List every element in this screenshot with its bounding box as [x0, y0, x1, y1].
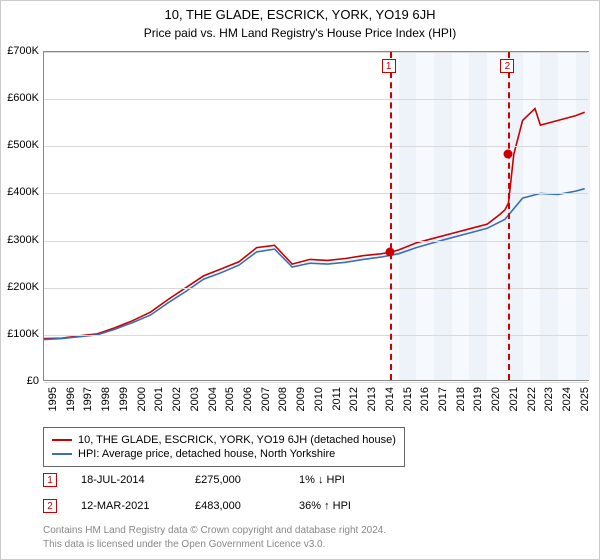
x-tick-label: 2019 [472, 387, 484, 417]
x-tick-label: 2020 [490, 387, 502, 417]
x-tick-label: 2017 [437, 387, 449, 417]
y-tick-label: £0 [1, 375, 39, 387]
x-tick-label: 2018 [455, 387, 467, 417]
legend-label-property: 10, THE GLADE, ESCRICK, YORK, YO19 6JH (… [78, 434, 396, 446]
gridline [44, 52, 588, 53]
sale-date: 12-MAR-2021 [81, 500, 171, 512]
y-tick-label: £600K [1, 92, 39, 104]
x-tick-label: 2015 [402, 387, 414, 417]
sale-vline [508, 52, 510, 380]
sale-delta: 1% ↓ HPI [299, 474, 345, 486]
sale-row-marker: 1 [43, 473, 57, 487]
gridline [44, 193, 588, 194]
sale-date: 18-JUL-2014 [81, 474, 171, 486]
sale-marker-box: 1 [382, 59, 396, 73]
x-tick-label: 2003 [189, 387, 201, 417]
y-tick-label: £400K [1, 186, 39, 198]
chart-subtitle: Price paid vs. HM Land Registry's House … [1, 22, 599, 46]
chart-title: 10, THE GLADE, ESCRICK, YORK, YO19 6JH [1, 1, 599, 22]
x-tick-label: 2006 [242, 387, 254, 417]
legend-row-hpi: HPI: Average price, detached house, Nort… [52, 448, 396, 460]
legend-row-property: 10, THE GLADE, ESCRICK, YORK, YO19 6JH (… [52, 434, 396, 446]
x-tick-label: 2024 [561, 387, 573, 417]
x-tick-label: 2007 [260, 387, 272, 417]
sale-row: 1 18-JUL-2014 £275,000 1% ↓ HPI [43, 473, 345, 487]
x-tick-label: 2008 [277, 387, 289, 417]
x-tick-label: 2025 [579, 387, 591, 417]
sale-price: £275,000 [195, 474, 275, 486]
credit-line-2: This data is licensed under the Open Gov… [43, 539, 325, 550]
gridline [44, 241, 588, 242]
sale-price: £483,000 [195, 500, 275, 512]
x-tick-label: 2023 [543, 387, 555, 417]
gridline [44, 382, 588, 383]
x-tick-label: 2012 [348, 387, 360, 417]
sale-delta: 36% ↑ HPI [299, 500, 351, 512]
y-tick-label: £500K [1, 139, 39, 151]
legend-swatch-property [52, 439, 72, 441]
credit-line-1: Contains HM Land Registry data © Crown c… [43, 525, 386, 536]
sale-dot [504, 150, 513, 159]
x-tick-label: 1997 [82, 387, 94, 417]
x-tick-label: 2001 [153, 387, 165, 417]
gridline [44, 288, 588, 289]
x-tick-label: 2005 [224, 387, 236, 417]
x-tick-label: 2004 [207, 387, 219, 417]
legend-label-hpi: HPI: Average price, detached house, Nort… [78, 448, 335, 460]
x-tick-label: 2000 [136, 387, 148, 417]
x-tick-label: 2021 [508, 387, 520, 417]
sale-marker-box: 2 [500, 59, 514, 73]
y-tick-label: £100K [1, 328, 39, 340]
legend: 10, THE GLADE, ESCRICK, YORK, YO19 6JH (… [43, 427, 405, 467]
sale-row: 2 12-MAR-2021 £483,000 36% ↑ HPI [43, 499, 351, 513]
sale-dot [385, 248, 394, 257]
x-tick-label: 2014 [384, 387, 396, 417]
gridline [44, 99, 588, 100]
sale-vline [390, 52, 392, 380]
x-tick-label: 2022 [526, 387, 538, 417]
y-tick-label: £200K [1, 281, 39, 293]
x-tick-label: 1995 [47, 387, 59, 417]
x-tick-label: 1996 [65, 387, 77, 417]
gridline [44, 146, 588, 147]
x-tick-label: 2009 [295, 387, 307, 417]
series-line-property [44, 109, 585, 339]
x-tick-label: 2002 [171, 387, 183, 417]
x-tick-label: 2013 [366, 387, 378, 417]
y-tick-label: £700K [1, 45, 39, 57]
sale-row-marker: 2 [43, 499, 57, 513]
x-tick-label: 2010 [313, 387, 325, 417]
y-tick-label: £300K [1, 234, 39, 246]
gridline [44, 335, 588, 336]
x-tick-label: 2016 [419, 387, 431, 417]
x-tick-label: 1998 [100, 387, 112, 417]
x-tick-label: 1999 [118, 387, 130, 417]
x-tick-label: 2011 [331, 387, 343, 417]
legend-swatch-hpi [52, 453, 72, 455]
chart-plot-area [43, 51, 589, 381]
